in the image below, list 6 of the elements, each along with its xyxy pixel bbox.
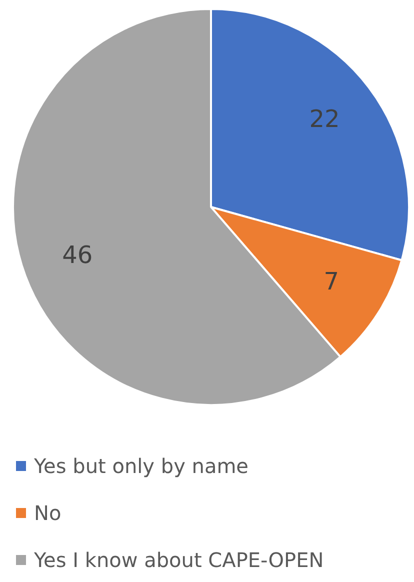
data-label: 22	[309, 105, 340, 134]
data-label: 46	[62, 240, 93, 269]
data-label: 7	[324, 268, 340, 296]
legend-label: No	[34, 500, 62, 524]
legend-label: Yes but only by name	[34, 454, 248, 478]
legend-label: Yes I know about CAPE-OPEN	[34, 548, 324, 572]
